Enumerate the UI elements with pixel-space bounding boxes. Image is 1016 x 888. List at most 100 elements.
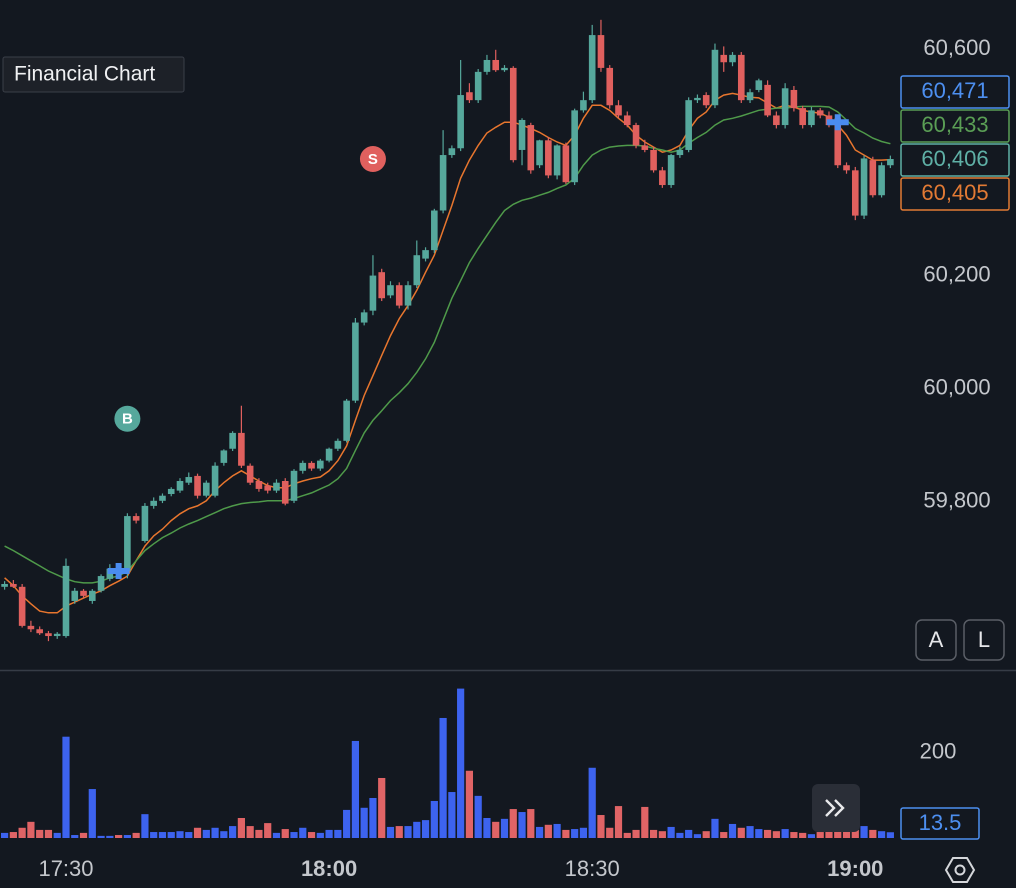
- candle-body: [53, 633, 61, 637]
- candle-body: [483, 59, 491, 72]
- volume-bar: [483, 817, 491, 838]
- moving-average: [4, 105, 891, 584]
- volume-bar: [9, 832, 17, 838]
- scale-button-label[interactable]: L: [978, 627, 990, 652]
- volume-bar: [290, 832, 298, 838]
- volume-bar: [430, 800, 438, 838]
- volume-bar: [465, 770, 474, 838]
- volume-bar: [457, 688, 465, 838]
- volume-bar: [658, 831, 666, 838]
- candle-body: [659, 170, 666, 186]
- candle-body: [185, 477, 193, 483]
- volume-bar: [202, 829, 210, 838]
- candle-body: [431, 210, 438, 251]
- signal-marker: [114, 405, 141, 432]
- candle-body: [527, 125, 535, 171]
- volume-bar: [772, 831, 780, 838]
- price-label: 60,471: [921, 78, 988, 103]
- volume-bar: [158, 832, 167, 838]
- volume-bar: [527, 809, 535, 838]
- candle-body: [457, 95, 464, 149]
- candle-body: [492, 59, 500, 71]
- volume-bar: [255, 829, 263, 838]
- scroll-button-frame[interactable]: [812, 784, 860, 832]
- volume-bar: [728, 823, 737, 838]
- settings-icon[interactable]: [944, 857, 976, 883]
- volume-pane: [0, 688, 894, 838]
- volume-bar: [535, 826, 544, 838]
- volume-bar: [711, 818, 719, 838]
- volume-bar: [307, 832, 316, 838]
- candle-body: [474, 71, 482, 101]
- candle-body: [711, 49, 719, 106]
- scale-button-label[interactable]: A: [929, 627, 944, 652]
- volume-bar: [281, 829, 289, 838]
- candle-body: [439, 155, 447, 211]
- volume-bar: [869, 829, 877, 838]
- volume-bar: [132, 832, 140, 838]
- volume-bar: [193, 827, 202, 838]
- candle-body: [422, 250, 429, 259]
- candle-body: [843, 165, 850, 171]
- candle-body: [343, 400, 350, 441]
- candle-body: [799, 108, 806, 126]
- candle-body: [869, 160, 877, 196]
- y-tick-label: 60,600: [923, 35, 990, 60]
- volume-bar: [544, 824, 552, 838]
- volume-bar: [79, 832, 88, 838]
- scale-button[interactable]: [915, 619, 957, 661]
- signal-marker: [359, 146, 386, 173]
- candle-body: [229, 432, 236, 449]
- volume-bar: [763, 829, 772, 838]
- candle-body: [597, 35, 605, 68]
- candle-body: [588, 35, 596, 101]
- candle-body: [571, 110, 578, 183]
- volume-bar: [886, 832, 894, 838]
- price-label: 60,406: [921, 146, 988, 171]
- candle-body: [562, 145, 570, 183]
- volume-bar: [386, 826, 395, 838]
- volume-bar: [807, 834, 816, 838]
- volume-bar: [474, 795, 482, 838]
- volume-bar: [571, 829, 579, 838]
- candle-body: [773, 115, 780, 126]
- candle-body: [150, 500, 157, 506]
- candle-body: [387, 285, 394, 296]
- candle-body: [334, 440, 342, 449]
- candle-body: [45, 633, 52, 637]
- volume-bar: [641, 806, 649, 838]
- candle-body: [71, 590, 79, 601]
- scroll-button[interactable]: [812, 784, 860, 832]
- volume-bar: [860, 826, 868, 838]
- scale-button[interactable]: [963, 619, 1005, 661]
- candle-body: [851, 170, 859, 216]
- price-label-box: [900, 177, 1010, 211]
- candle-body: [878, 165, 885, 196]
- volume-bar: [18, 827, 26, 838]
- candle-body: [360, 312, 368, 323]
- candle-body: [132, 516, 140, 521]
- volume-bar: [264, 823, 272, 838]
- candle-body: [159, 495, 166, 501]
- volume-bar: [421, 820, 430, 838]
- volume-bar: [378, 777, 386, 838]
- candle-body: [553, 145, 561, 176]
- title-frame: [2, 56, 185, 93]
- candle-body: [211, 465, 219, 496]
- candle-body: [650, 149, 657, 171]
- volume-bar: [299, 827, 307, 838]
- volume-bar: [185, 832, 193, 838]
- price-label: 60,405: [921, 180, 988, 205]
- scroll-icon: [825, 799, 845, 817]
- volume-bar: [220, 831, 228, 838]
- volume-bar: [737, 827, 745, 838]
- volume-bar: [237, 817, 245, 838]
- volume-bar: [115, 835, 123, 838]
- settings-button[interactable]: [944, 857, 976, 883]
- volume-bar: [878, 831, 886, 838]
- candle-body: [685, 100, 692, 150]
- candle-body: [667, 155, 675, 186]
- candles: [1, 19, 894, 642]
- candle-body: [509, 67, 517, 161]
- execution-marker: [107, 562, 130, 579]
